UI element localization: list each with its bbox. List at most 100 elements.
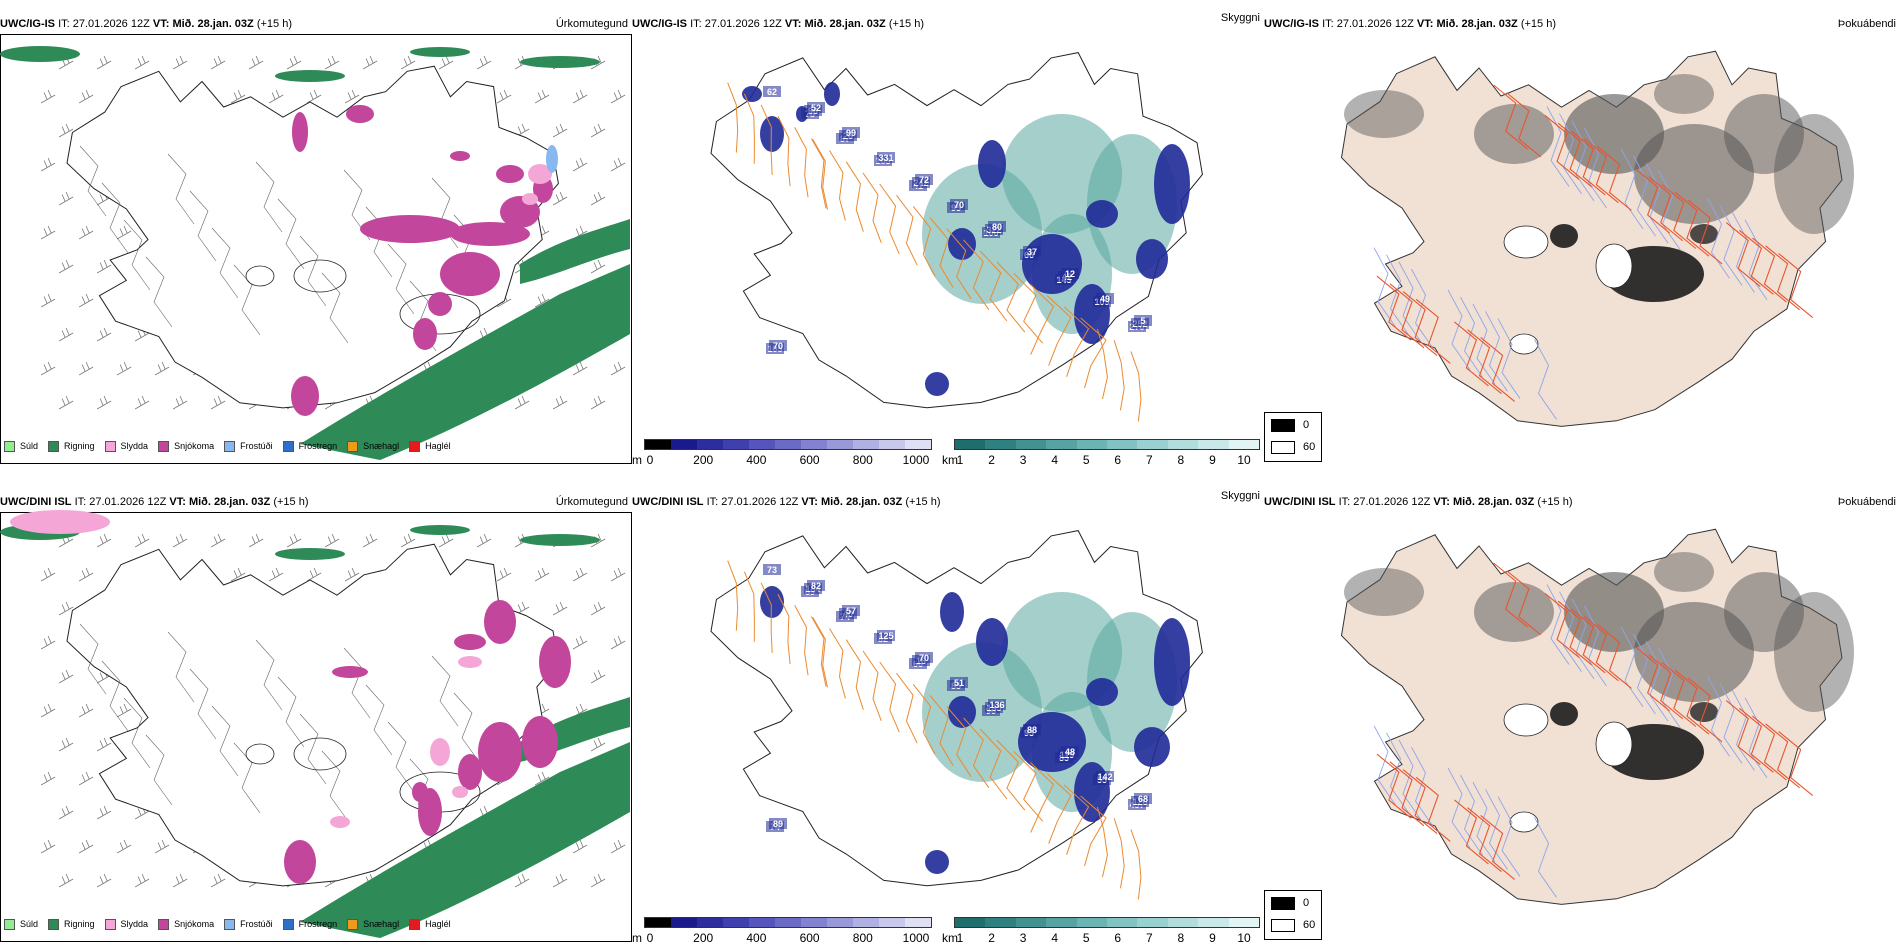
wind-barb (610, 839, 626, 854)
wind-barb (572, 361, 588, 376)
wind-barb (552, 191, 568, 206)
road-line (1739, 229, 1774, 295)
snow-area (428, 292, 452, 316)
wind-barb (590, 395, 606, 410)
legend-label: Snæhagl (363, 441, 400, 451)
terrain-shade (1654, 74, 1714, 114)
legend-item: Rigning (48, 916, 95, 932)
terrain-shade (1564, 572, 1664, 652)
rain-area (410, 525, 470, 535)
lead-time: (+15 h) (256, 18, 292, 30)
river-line (1546, 106, 1570, 187)
wind-barb (40, 89, 56, 104)
terrain-shade (1634, 124, 1754, 224)
legend-item: Snjókoma (158, 916, 214, 932)
river-line (1707, 198, 1730, 279)
wind-barb (324, 533, 340, 548)
low-ceiling-area (1154, 618, 1190, 706)
road-line (1480, 336, 1515, 402)
road-line (1013, 272, 1044, 344)
legend-swatch (104, 918, 116, 930)
road-line (1687, 677, 1723, 743)
road-line (996, 739, 1026, 811)
road-line (896, 672, 918, 744)
road-line (727, 560, 739, 631)
road-line (1778, 253, 1814, 318)
river-line (1534, 339, 1557, 420)
road-line (912, 206, 936, 277)
snow-area (346, 105, 374, 123)
terrain-shade (1474, 582, 1554, 642)
road-line (1635, 646, 1671, 712)
wind-barb (572, 157, 588, 172)
road-line (387, 721, 415, 793)
road-line (862, 650, 882, 722)
road-line (829, 628, 846, 699)
colorbar-cell (1137, 918, 1168, 927)
road-line (810, 616, 827, 687)
it-value: 27.01.2026 12Z (72, 18, 150, 30)
legend-swatch (224, 440, 236, 452)
legend-label: Súld (20, 441, 39, 451)
river-line (1732, 212, 1755, 293)
rain-area (0, 46, 80, 62)
legend-swatch (347, 918, 359, 930)
legend-label: Slydda (120, 919, 149, 929)
legend-label: Snjókoma (174, 919, 215, 929)
road-line (1506, 92, 1542, 158)
rain-band (300, 264, 630, 460)
river-line (1571, 120, 1595, 202)
road-line (1570, 130, 1606, 196)
legend-item: Súld (4, 916, 38, 932)
fog-panel-bottom: UWC/DINI ISL IT: 27.01.2026 12Z VT: Mið.… (1264, 492, 1900, 942)
road-line (946, 706, 972, 777)
freezing-drizzle-area (546, 145, 558, 173)
ceiling-label: 72 (919, 175, 929, 185)
road-line (321, 272, 349, 344)
vt-value: Mið. 28.jan. 03Z (188, 496, 271, 508)
sleet-area (452, 786, 468, 798)
label-bg (769, 340, 787, 351)
wind-barb (154, 839, 170, 854)
wind-barb (590, 737, 606, 752)
colorbar-tick: 9 (1209, 453, 1216, 467)
map-frame (0, 512, 632, 942)
ceiling-map: 6287411061432707810395661091052624232242… (710, 52, 1203, 422)
vt-value: Mið. 28.jan. 03Z (1452, 496, 1535, 508)
legend-swatch (224, 918, 236, 930)
label-bg (1061, 268, 1079, 279)
colorbar-tick: 600 (799, 931, 820, 945)
label-bg (1023, 724, 1041, 735)
panel-title: Úrkomutegund (555, 496, 628, 508)
terrain-shade (1344, 568, 1424, 616)
road-line (1765, 723, 1800, 789)
wind-barb (552, 601, 568, 616)
road-line (1648, 176, 1684, 242)
low-ceiling-area (976, 618, 1008, 666)
wind-barb (78, 361, 94, 376)
model-name: UWC/IG-IS (0, 18, 55, 30)
road-line (879, 183, 900, 255)
road-line (1480, 814, 1515, 880)
low-ceiling-area (925, 850, 949, 874)
colorbar-tick: 4 (1051, 453, 1058, 467)
road-line (453, 692, 481, 764)
it-value: 27.01.2026 12Z (89, 496, 167, 508)
river-line (1386, 254, 1409, 336)
wind-barb (534, 89, 550, 104)
road-line (1130, 829, 1142, 900)
road-line (1635, 168, 1671, 234)
wind-barb (438, 533, 454, 548)
road-line (979, 728, 1008, 800)
colorbar-cell (1015, 440, 1047, 449)
legend-item: Slydda (104, 438, 148, 454)
colorbar-cell (1046, 440, 1077, 449)
road-line (1454, 321, 1489, 387)
wind-barb (40, 567, 56, 582)
road-line (233, 742, 261, 814)
it-label: IT: (74, 496, 87, 508)
it-label: IT: (58, 18, 70, 30)
precip-legend: Súld Rigning Slydda Snjókoma Frostúði Frostre… (4, 916, 461, 932)
wind-barb (134, 395, 150, 410)
wind-barb (610, 635, 626, 650)
